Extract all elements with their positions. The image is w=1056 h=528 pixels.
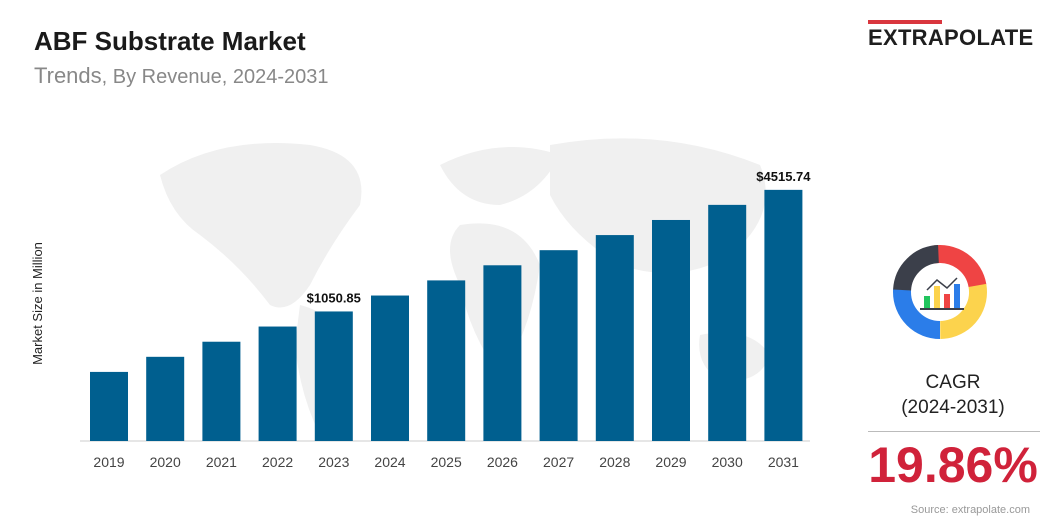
x-tick-label: 2023	[318, 454, 349, 470]
subtitle-rest: , By Revenue, 2024-2031	[101, 66, 329, 88]
bar-2023	[314, 311, 353, 441]
x-tick-label: 2026	[487, 454, 518, 470]
chart-title: ABF Substrate Market	[34, 26, 306, 56]
cagr-label: CAGR	[925, 372, 981, 393]
donut-chart-analytics-icon	[892, 245, 987, 340]
bar-2029	[652, 219, 690, 441]
x-tick-label: 2021	[206, 454, 237, 470]
source-text: Source: extrapolate.com	[910, 504, 1030, 516]
bar-2027	[539, 250, 578, 441]
x-tick-label: 2029	[655, 454, 686, 470]
x-tick-label: 2019	[93, 454, 124, 470]
x-tick-label: 2027	[543, 454, 574, 470]
extrapolate-logo: EXTRAPOLATE	[868, 20, 1033, 51]
data-label: $4515.74	[756, 169, 811, 184]
bar-2020	[146, 356, 185, 441]
data-label: $1050.85	[307, 290, 361, 305]
x-tick-label: 2020	[150, 454, 181, 470]
subtitle-trends: Trends	[34, 63, 102, 88]
bar-2028	[595, 235, 634, 441]
logo-text: EXTRAPOLATE	[868, 25, 1034, 50]
x-tick-label: 2024	[374, 454, 405, 470]
cagr-value: 19.86%	[868, 437, 1038, 493]
bar-2026	[483, 265, 522, 441]
bar-2030	[708, 204, 747, 441]
chart-subtitle: Trends, By Revenue, 2024-2031	[34, 63, 328, 89]
bar-2019	[90, 371, 128, 441]
bar-2025	[427, 280, 466, 441]
bar-2031	[764, 189, 803, 441]
logo-accent-bar	[868, 20, 942, 24]
x-tick-label: 2022	[262, 454, 293, 470]
bar-2021	[202, 341, 241, 441]
x-tick-label: 2028	[599, 454, 630, 470]
cagr-period: (2024-2031)	[901, 397, 1005, 418]
bar-2022	[258, 326, 297, 441]
bar-2024	[371, 295, 409, 441]
divider	[868, 431, 1040, 432]
x-tick-label: 2030	[712, 454, 743, 470]
x-tick-label: 2031	[768, 454, 799, 470]
x-tick-label: 2025	[431, 454, 462, 470]
